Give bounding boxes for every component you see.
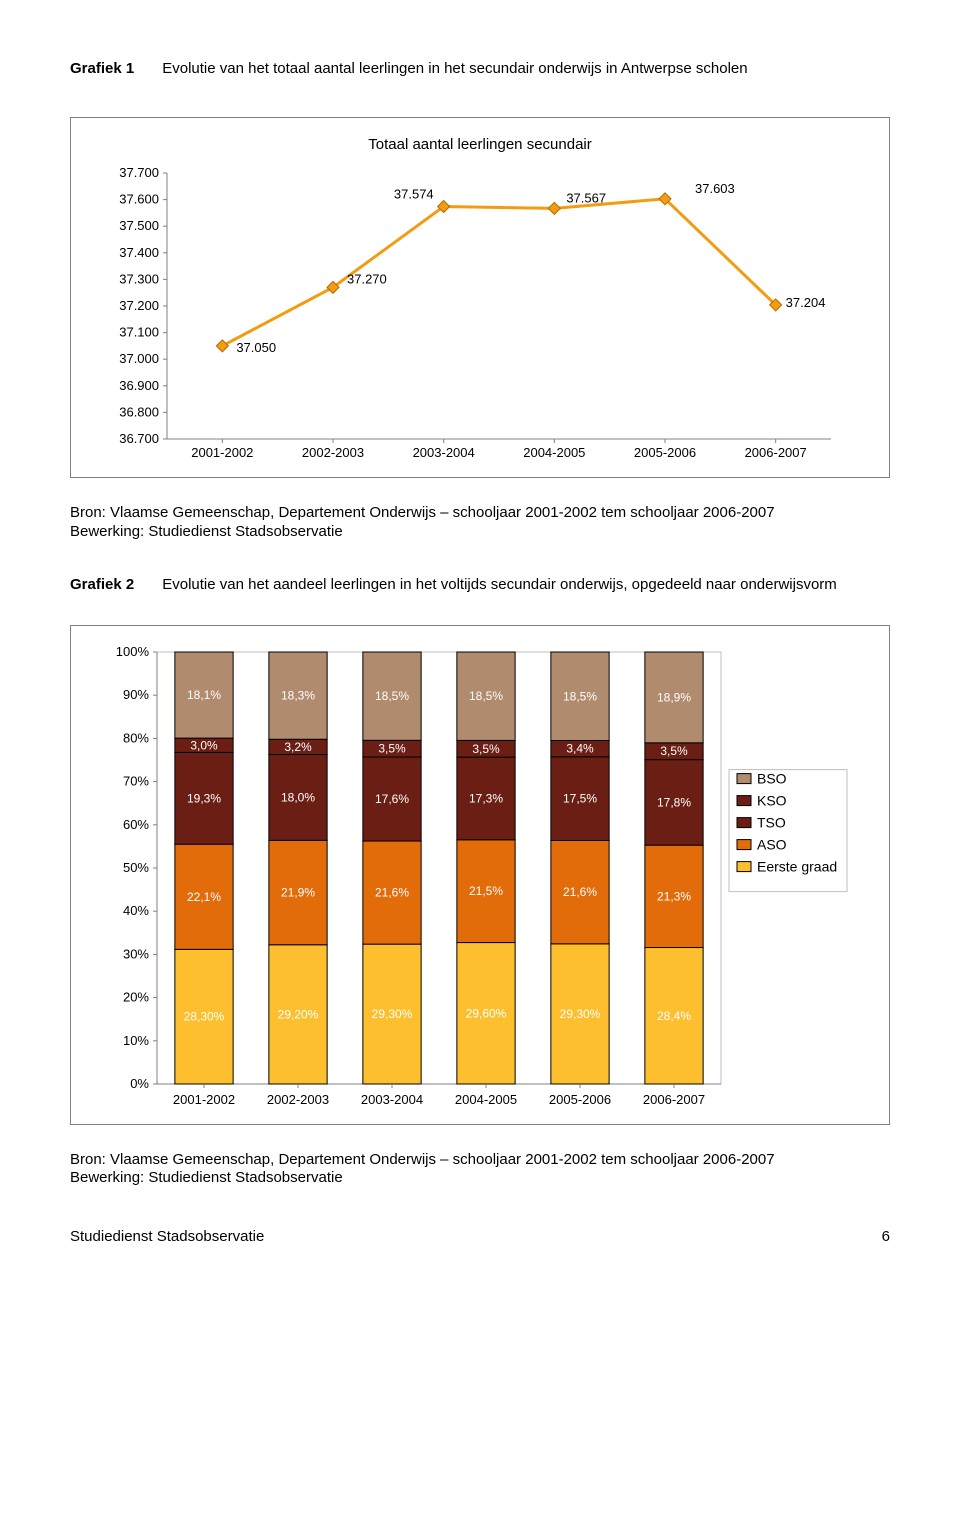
svg-text:18,0%: 18,0% bbox=[281, 790, 315, 804]
svg-text:2003-2004: 2003-2004 bbox=[361, 1092, 423, 1107]
svg-text:28,30%: 28,30% bbox=[184, 1009, 225, 1023]
svg-text:10%: 10% bbox=[123, 1032, 149, 1047]
svg-text:36.700: 36.700 bbox=[119, 431, 159, 446]
svg-text:21,9%: 21,9% bbox=[281, 885, 315, 899]
grafiek2-title: Evolutie van het aandeel leerlingen in h… bbox=[162, 576, 837, 593]
svg-text:29,20%: 29,20% bbox=[278, 1007, 319, 1021]
svg-text:ASO: ASO bbox=[757, 836, 787, 852]
svg-text:17,6%: 17,6% bbox=[375, 792, 409, 806]
svg-text:21,6%: 21,6% bbox=[563, 885, 597, 899]
svg-text:17,8%: 17,8% bbox=[657, 795, 691, 809]
svg-text:2005-2006: 2005-2006 bbox=[549, 1092, 611, 1107]
svg-text:37.603: 37.603 bbox=[695, 181, 735, 196]
svg-text:37.100: 37.100 bbox=[119, 325, 159, 340]
svg-text:2002-2003: 2002-2003 bbox=[267, 1092, 329, 1107]
svg-text:37.000: 37.000 bbox=[119, 351, 159, 366]
svg-text:2001-2002: 2001-2002 bbox=[173, 1092, 235, 1107]
source1: Bron: Vlaamse Gemeenschap, Departement O… bbox=[70, 504, 890, 542]
source2: Bron: Vlaamse Gemeenschap, Departement O… bbox=[70, 1151, 890, 1189]
grafiek1-title: Evolutie van het totaal aantal leerlinge… bbox=[162, 60, 747, 77]
svg-text:37.400: 37.400 bbox=[119, 245, 159, 260]
svg-text:36.900: 36.900 bbox=[119, 378, 159, 393]
source1-line2: Bewerking: Studiedienst Stadsobservatie bbox=[70, 523, 890, 542]
svg-text:Eerste graad: Eerste graad bbox=[757, 858, 837, 874]
svg-text:18,9%: 18,9% bbox=[657, 690, 691, 704]
svg-text:2004-2005: 2004-2005 bbox=[455, 1092, 517, 1107]
svg-text:2001-2002: 2001-2002 bbox=[191, 445, 253, 460]
svg-text:40%: 40% bbox=[123, 903, 149, 918]
svg-text:18,1%: 18,1% bbox=[187, 688, 221, 702]
svg-text:100%: 100% bbox=[116, 644, 150, 659]
svg-text:KSO: KSO bbox=[757, 792, 787, 808]
chart2-container: 0% 10% 20% 30% 40% 50% 60% 70% 80% 90% 100% 28,30% 2… bbox=[70, 625, 890, 1125]
svg-text:18,3%: 18,3% bbox=[281, 688, 315, 702]
svg-text:18,5%: 18,5% bbox=[563, 689, 597, 703]
svg-text:37.270: 37.270 bbox=[347, 271, 387, 286]
grafiek1-heading: Grafiek 1 Evolutie van het totaal aantal… bbox=[70, 60, 890, 77]
svg-text:19,3%: 19,3% bbox=[187, 791, 221, 805]
svg-text:90%: 90% bbox=[123, 687, 149, 702]
svg-text:21,3%: 21,3% bbox=[657, 889, 691, 903]
svg-text:20%: 20% bbox=[123, 989, 149, 1004]
footer-right: 6 bbox=[882, 1228, 890, 1245]
svg-text:TSO: TSO bbox=[757, 814, 786, 830]
svg-text:37.600: 37.600 bbox=[119, 192, 159, 207]
svg-text:2006-2007: 2006-2007 bbox=[643, 1092, 705, 1107]
svg-text:37.300: 37.300 bbox=[119, 271, 159, 286]
svg-text:37.700: 37.700 bbox=[119, 167, 159, 180]
grafiek1-label: Grafiek 1 bbox=[70, 60, 134, 77]
grafiek2-label: Grafiek 2 bbox=[70, 576, 134, 593]
source1-line1: Bron: Vlaamse Gemeenschap, Departement O… bbox=[70, 504, 890, 523]
svg-text:0%: 0% bbox=[130, 1076, 149, 1091]
chart2-svg: 0% 10% 20% 30% 40% 50% 60% 70% 80% 90% 100% 28,30% 2… bbox=[101, 644, 861, 1114]
svg-text:22,1%: 22,1% bbox=[187, 889, 221, 903]
chart1-container: Totaal aantal leerlingen secundair 36.70… bbox=[70, 117, 890, 478]
svg-text:2002-2003: 2002-2003 bbox=[302, 445, 364, 460]
svg-text:18,5%: 18,5% bbox=[469, 689, 503, 703]
svg-text:3,5%: 3,5% bbox=[472, 741, 500, 755]
svg-text:21,5%: 21,5% bbox=[469, 884, 503, 898]
svg-text:37.574: 37.574 bbox=[394, 187, 434, 202]
footer-left: Studiedienst Stadsobservatie bbox=[70, 1228, 264, 1245]
svg-text:3,4%: 3,4% bbox=[566, 741, 594, 755]
svg-text:21,6%: 21,6% bbox=[375, 885, 409, 899]
svg-text:29,30%: 29,30% bbox=[372, 1007, 413, 1021]
svg-text:2005-2006: 2005-2006 bbox=[634, 445, 696, 460]
svg-text:29,60%: 29,60% bbox=[466, 1006, 507, 1020]
svg-text:2003-2004: 2003-2004 bbox=[413, 445, 475, 460]
svg-text:50%: 50% bbox=[123, 860, 149, 875]
svg-text:17,5%: 17,5% bbox=[563, 791, 597, 805]
svg-text:28,4%: 28,4% bbox=[657, 1008, 691, 1022]
svg-text:30%: 30% bbox=[123, 946, 149, 961]
svg-text:BSO: BSO bbox=[757, 770, 787, 786]
svg-text:3,5%: 3,5% bbox=[378, 741, 406, 755]
svg-text:37.200: 37.200 bbox=[119, 298, 159, 313]
source2-line1: Bron: Vlaamse Gemeenschap, Departement O… bbox=[70, 1151, 890, 1170]
svg-text:17,3%: 17,3% bbox=[469, 791, 503, 805]
svg-text:3,5%: 3,5% bbox=[660, 744, 688, 758]
svg-text:37.050: 37.050 bbox=[236, 340, 276, 355]
svg-text:70%: 70% bbox=[123, 773, 149, 788]
svg-text:2006-2007: 2006-2007 bbox=[745, 445, 807, 460]
page-footer: Studiedienst Stadsobservatie 6 bbox=[70, 1222, 890, 1245]
svg-text:80%: 80% bbox=[123, 730, 149, 745]
grafiek2-heading: Grafiek 2 Evolutie van het aandeel leerl… bbox=[70, 576, 890, 593]
svg-text:3,0%: 3,0% bbox=[190, 738, 218, 752]
chart1-svg: 36.700 36.800 36.900 37.000 37.100 37.200 37.3… bbox=[101, 167, 841, 467]
svg-text:60%: 60% bbox=[123, 816, 149, 831]
svg-text:29,30%: 29,30% bbox=[560, 1006, 601, 1020]
svg-text:37.204: 37.204 bbox=[786, 295, 826, 310]
chart1-title: Totaal aantal leerlingen secundair bbox=[101, 136, 859, 153]
svg-text:3,2%: 3,2% bbox=[284, 739, 312, 753]
svg-text:37.500: 37.500 bbox=[119, 218, 159, 233]
svg-text:37.567: 37.567 bbox=[566, 190, 606, 205]
source2-line2: Bewerking: Studiedienst Stadsobservatie bbox=[70, 1169, 890, 1188]
svg-text:18,5%: 18,5% bbox=[375, 689, 409, 703]
svg-text:2004-2005: 2004-2005 bbox=[523, 445, 585, 460]
svg-text:36.800: 36.800 bbox=[119, 404, 159, 419]
